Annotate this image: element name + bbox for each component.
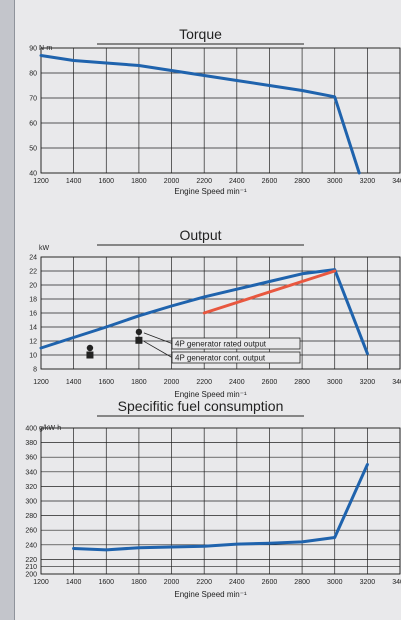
generator-marker-square — [86, 351, 94, 359]
y-tick-label: 280 — [25, 513, 37, 520]
chart-title: Torque — [179, 26, 222, 42]
x-tick-label: 3200 — [360, 579, 376, 586]
annotation-label: 4P generator rated output — [175, 339, 267, 348]
x-tick-label: 3000 — [327, 178, 343, 185]
x-tick-label: 1200 — [33, 178, 49, 185]
y-tick-label: 260 — [25, 528, 37, 535]
y-tick-label: 8 — [33, 367, 37, 374]
x-tick-label: 2600 — [262, 379, 278, 386]
y-tick-label: 200 — [25, 572, 37, 579]
x-tick-label: 1800 — [131, 379, 147, 386]
annotation-leader — [143, 340, 173, 358]
x-tick-label: 1800 — [131, 579, 147, 586]
y-axis-unit: kW — [39, 245, 50, 252]
y-tick-label: 14 — [29, 325, 37, 332]
series-line-0 — [39, 268, 369, 356]
x-tick-label: 2200 — [196, 379, 212, 386]
x-tick-label: 2800 — [294, 178, 310, 185]
y-tick-label: 40 — [29, 171, 37, 178]
x-tick-label: 3400 — [392, 579, 401, 586]
x-tick-label: 2400 — [229, 579, 245, 586]
x-tick-label: 1400 — [66, 579, 82, 586]
x-tick-label: 3200 — [360, 178, 376, 185]
x-tick-label: 2000 — [164, 178, 180, 185]
x-tick-label: 3000 — [327, 379, 343, 386]
x-tick-label: 2600 — [262, 178, 278, 185]
y-axis-unit: g/kW·h — [39, 425, 61, 432]
x-tick-label: 2400 — [229, 379, 245, 386]
x-tick-label: 2200 — [196, 178, 212, 185]
x-tick-label: 1400 — [66, 178, 82, 185]
chart-1: Output 1200 1400 1600 1800 2000 2200 2400 2600 28… — [29, 227, 401, 399]
x-tick-label: 1600 — [98, 379, 114, 386]
x-tick-label: 1600 — [98, 579, 114, 586]
x-tick-label: 3000 — [327, 579, 343, 586]
series-line-0 — [72, 463, 369, 552]
generator-marker-circle — [135, 328, 143, 336]
x-tick-label: 3400 — [392, 178, 401, 185]
y-tick-label: 18 — [29, 297, 37, 304]
x-tick-label: 2200 — [196, 579, 212, 586]
x-axis-label: Engine Speed min⁻¹ — [174, 590, 247, 599]
chart-title: Output — [179, 227, 221, 243]
y-tick-label: 240 — [25, 542, 37, 549]
y-tick-label: 50 — [29, 146, 37, 153]
y-tick-label: 220 — [25, 557, 37, 564]
plot-frame — [40, 47, 401, 174]
x-tick-label: 1400 — [66, 379, 82, 386]
x-tick-label: 1200 — [33, 579, 49, 586]
y-tick-label: 300 — [25, 499, 37, 506]
x-tick-label: 2000 — [164, 379, 180, 386]
x-tick-label: 2400 — [229, 178, 245, 185]
y-tick-label: 340 — [25, 469, 37, 476]
y-tick-label: 16 — [29, 311, 37, 318]
annotation-leader — [143, 332, 173, 344]
x-tick-label: 3400 — [392, 379, 401, 386]
x-tick-label: 2000 — [164, 579, 180, 586]
plot-frame — [40, 427, 401, 575]
x-tick-label: 2800 — [294, 379, 310, 386]
y-axis-unit: N·m — [39, 45, 52, 52]
y-tick-label: 10 — [29, 353, 37, 360]
series-line-1 — [202, 269, 337, 315]
y-tick-label: 210 — [25, 564, 37, 571]
y-tick-label: 380 — [25, 440, 37, 447]
y-tick-label: 60 — [29, 121, 37, 128]
y-tick-label: 24 — [29, 255, 37, 262]
chart-title: Specifitic fuel consumption — [118, 398, 284, 414]
x-tick-label: 1200 — [33, 379, 49, 386]
plot-frame — [40, 256, 401, 370]
annotation-label: 4P generator cont. output — [175, 353, 266, 362]
x-axis-label: Engine Speed min⁻¹ — [174, 390, 247, 399]
y-tick-label: 12 — [29, 339, 37, 346]
chart-2: Specifitic fuel consumption 1200 1400 1600 1… — [25, 398, 401, 599]
left-edge-bar — [0, 0, 15, 620]
generator-marker-circle — [86, 344, 94, 352]
generator-marker-square — [135, 336, 143, 344]
y-tick-label: 400 — [25, 426, 37, 433]
x-tick-label: 1800 — [131, 178, 147, 185]
plot-grid — [40, 47, 401, 174]
y-tick-label: 22 — [29, 269, 37, 276]
plot-grid — [40, 427, 401, 575]
y-tick-label: 20 — [29, 283, 37, 290]
y-tick-label: 90 — [29, 46, 37, 53]
x-tick-label: 2800 — [294, 579, 310, 586]
series-line-0 — [39, 54, 361, 175]
y-tick-label: 360 — [25, 455, 37, 462]
y-tick-label: 80 — [29, 71, 37, 78]
y-tick-label: 320 — [25, 484, 37, 491]
chart-0: Torque 1200 1400 1600 1800 2000 2200 2400 2600 28… — [29, 26, 401, 196]
x-tick-label: 3200 — [360, 379, 376, 386]
x-tick-label: 2600 — [262, 579, 278, 586]
y-tick-label: 70 — [29, 96, 37, 103]
x-tick-label: 1600 — [98, 178, 114, 185]
x-axis-label: Engine Speed min⁻¹ — [174, 187, 247, 196]
